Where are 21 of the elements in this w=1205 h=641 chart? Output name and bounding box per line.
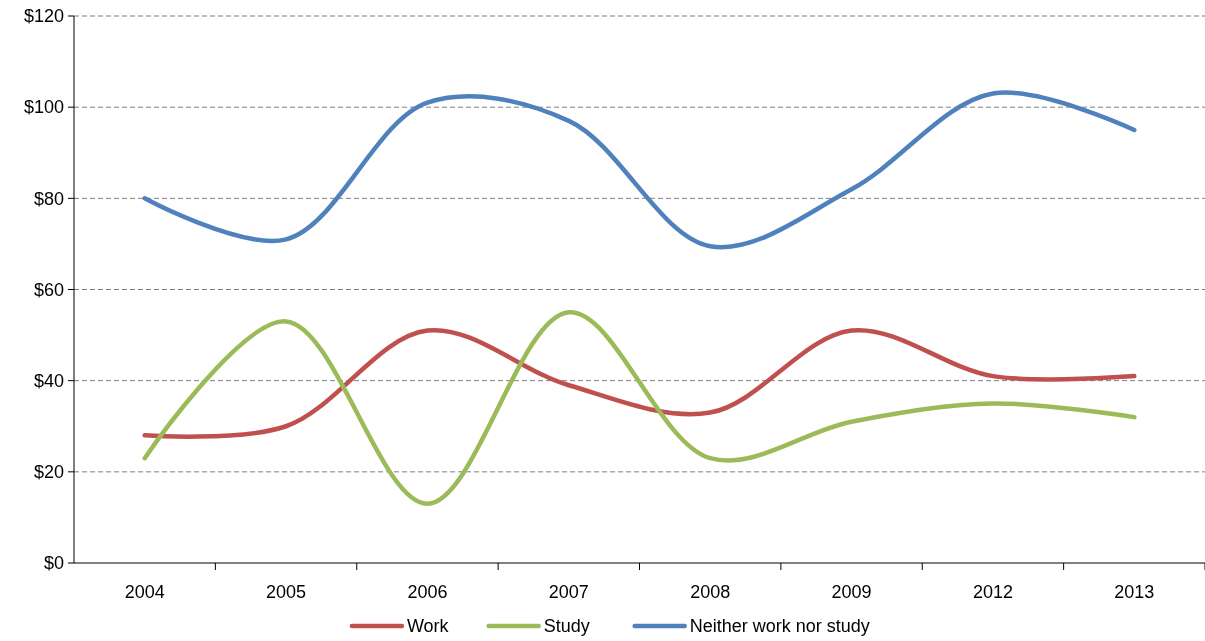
y-tick-label: $20 <box>33 462 64 483</box>
x-tick-label: 2005 <box>266 582 307 602</box>
x-tick-label: 2004 <box>124 582 165 602</box>
y-tick-label: $120 <box>23 6 64 27</box>
legend-label: Neither work nor study <box>689 616 870 637</box>
x-tick-label: 2009 <box>831 582 872 602</box>
y-tick-label: $100 <box>23 97 64 118</box>
x-tick-label: 2013 <box>1114 582 1155 602</box>
line-series <box>142 90 1137 250</box>
y-tick-label: $0 <box>43 553 64 574</box>
line-series <box>142 328 1137 439</box>
legend-label: Study <box>543 616 590 637</box>
x-tick-label: 2008 <box>690 582 731 602</box>
y-tick-label: $80 <box>33 188 64 209</box>
y-tick-label: $60 <box>33 279 64 300</box>
legend-label: Work <box>406 616 450 637</box>
x-tick-label: 2012 <box>972 582 1013 602</box>
y-tick-label: $40 <box>33 370 64 391</box>
line-series <box>142 310 1137 506</box>
x-tick-label: 2007 <box>548 582 589 602</box>
x-tick-label: 2006 <box>407 582 448 602</box>
